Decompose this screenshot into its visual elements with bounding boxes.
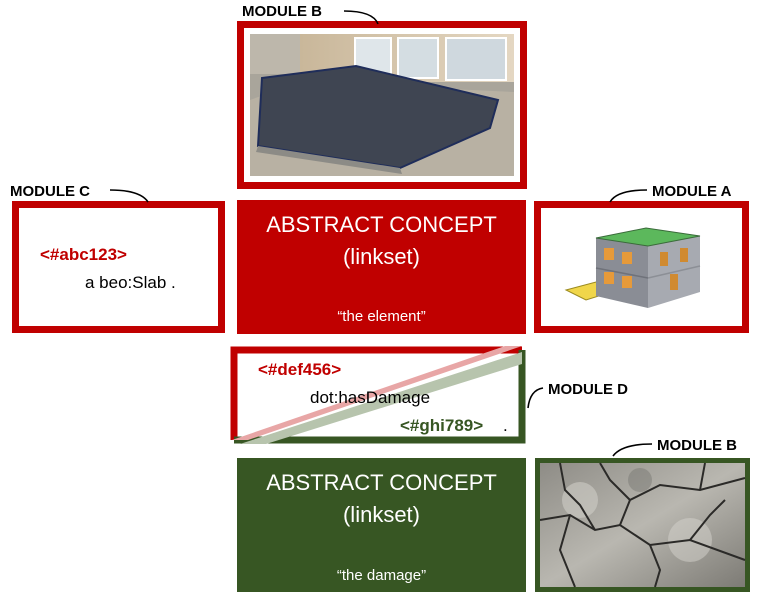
module-c-label: MODULE C <box>10 183 90 200</box>
module-d-leader <box>527 387 544 409</box>
abstract-concept-element: ABSTRACT CONCEPT (linkset) “the element” <box>237 200 526 334</box>
concept-damage-quote: “the damage” <box>337 567 426 584</box>
concept-element-title-line2: (linkset) <box>343 244 420 269</box>
module-d-predicate: dot:hasDamage <box>310 388 430 407</box>
building-3d-model <box>564 227 701 308</box>
module-c-id: <#abc123> <box>40 245 127 264</box>
concept-damage-title-line2: (linkset) <box>343 502 420 527</box>
concept-damage-title-line1: ABSTRACT CONCEPT <box>266 470 497 495</box>
module-b-bottom-image-frame <box>535 458 750 592</box>
concept-element-quote: “the element” <box>337 308 425 325</box>
module-a-leader <box>609 189 648 203</box>
module-a-label: MODULE A <box>652 183 732 200</box>
module-b-top-label: MODULE B <box>242 3 322 20</box>
module-d-box: <#def456> dot:hasDamage <#ghi789> . <box>230 346 526 444</box>
module-b-top-image-frame <box>237 21 527 189</box>
module-c-leader <box>109 189 149 203</box>
module-b-bottom-leader <box>612 443 653 457</box>
module-c-box: <#abc123> a beo:Slab . <box>12 201 225 333</box>
cracked-concrete-photo <box>539 462 746 588</box>
module-b-bottom-label: MODULE B <box>657 437 737 454</box>
module-d-label: MODULE D <box>548 381 628 398</box>
module-d-object: <#ghi789> <box>400 416 483 435</box>
module-d-terminator: . <box>503 416 508 435</box>
abstract-concept-damage: ABSTRACT CONCEPT (linkset) “the damage” <box>237 458 526 592</box>
module-a-image-frame <box>534 201 749 333</box>
concrete-slab-photo <box>250 34 514 176</box>
concept-element-title-line1: ABSTRACT CONCEPT <box>266 212 497 237</box>
module-d-subject: <#def456> <box>258 360 341 379</box>
module-c-statement: a beo:Slab . <box>85 273 176 292</box>
module-b-top-leader <box>343 10 379 25</box>
